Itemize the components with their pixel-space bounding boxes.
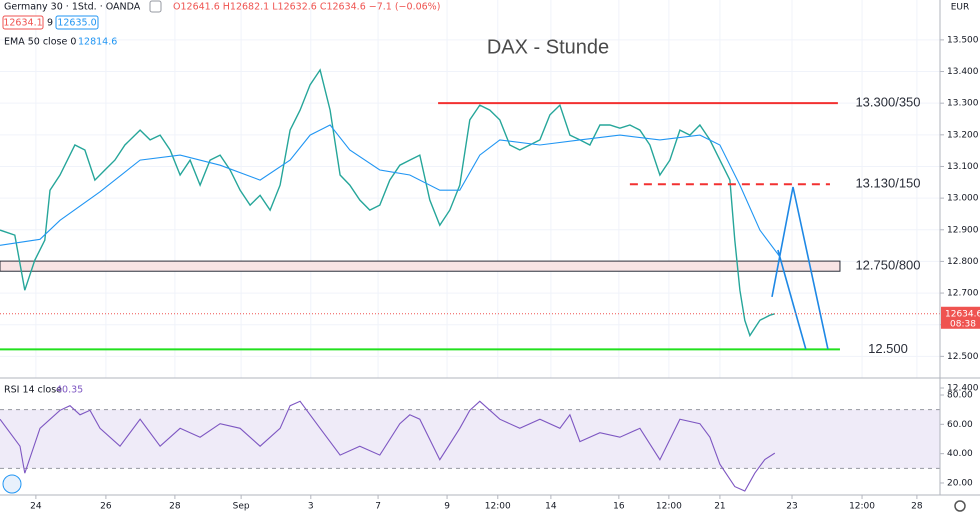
x-tick-label: 9 <box>444 502 450 512</box>
rsi-y-tick-label: 20.00 <box>947 478 973 488</box>
visibility-icon[interactable] <box>149 0 162 13</box>
x-tick-label: 21 <box>714 502 725 512</box>
sell-button[interactable] <box>2 15 44 30</box>
rsi-pane <box>0 400 940 492</box>
logo[interactable] <box>2 474 22 494</box>
buy-price[interactable]: 12635.0 <box>57 18 96 29</box>
level-label: 12.500 <box>868 341 908 356</box>
countdown: 08:38 <box>950 319 976 329</box>
x-tick-label: Sep <box>233 502 250 512</box>
level-label: 13.300/350 <box>855 95 920 110</box>
y-tick-label: 12.900 <box>947 225 979 235</box>
x-tick-label: 7 <box>375 502 381 512</box>
sell-price[interactable]: 12634.1 <box>3 18 42 29</box>
x-tick-label: 16 <box>613 502 625 512</box>
buy-button[interactable] <box>55 15 99 30</box>
x-tick-label: 24 <box>30 502 42 512</box>
zone-label: 12.750/800 <box>855 258 920 273</box>
x-tick-label: 26 <box>100 502 112 512</box>
y-tick-label: 12.500 <box>947 352 979 362</box>
x-tick-label: 12:00 <box>656 502 682 512</box>
ohlc: O12641.6 H12682.1 L12632.6 C12634.6 −7.1… <box>173 2 440 13</box>
y-tick-label: 13.100 <box>947 162 979 172</box>
series-line <box>0 124 781 258</box>
x-tick-label: 23 <box>786 502 797 512</box>
y-tick-label: 13.000 <box>947 194 979 204</box>
series-line <box>0 400 776 492</box>
y-tick-label: 13.300 <box>947 99 979 109</box>
last-price-tag <box>941 306 980 329</box>
y-tick-label: 12.700 <box>947 289 979 299</box>
zone <box>0 260 841 272</box>
x-tick-label: 14 <box>545 502 557 512</box>
projection-line <box>771 186 829 350</box>
last-price-label: 12634.6 <box>945 309 980 319</box>
y-tick-label: 12.400 <box>947 384 979 394</box>
currency: EUR <box>951 3 970 13</box>
rsi-legend: RSI 14 close <box>4 385 62 396</box>
x-tick-label: 28 <box>169 502 181 512</box>
chart-title: DAX - Stunde <box>487 36 609 58</box>
settings-icon[interactable] <box>954 500 966 512</box>
y-tick-label: 12.800 <box>947 257 979 267</box>
spread: 9 <box>47 18 53 29</box>
y-tick-label: 13.400 <box>947 67 979 77</box>
level-label: 13.130/150 <box>855 176 920 191</box>
x-tick-label: 12:00 <box>849 502 875 512</box>
ema-legend-value: 12814.6 <box>78 37 117 48</box>
symbol: Germany 30 · 1Std. · OANDA <box>4 2 141 13</box>
rsi-y-tick-label: 80.00 <box>947 391 973 401</box>
main-pane <box>0 0 940 378</box>
x-tick-label: 3 <box>308 502 314 512</box>
rsi-legend-value: 40.35 <box>56 385 83 396</box>
rsi-y-tick-label: 60.00 <box>947 420 973 430</box>
rsi-band <box>0 409 940 469</box>
ema-legend: EMA 50 close 0 <box>4 37 76 48</box>
x-tick-label: 28 <box>911 502 923 512</box>
series-line <box>0 68 775 338</box>
y-tick-label: 13.500 <box>947 35 979 45</box>
x-tick-label: 12:00 <box>485 502 511 512</box>
rsi-y-tick-label: 40.00 <box>947 449 973 459</box>
y-tick-label: 13.200 <box>947 130 979 140</box>
projection-line <box>777 249 807 350</box>
